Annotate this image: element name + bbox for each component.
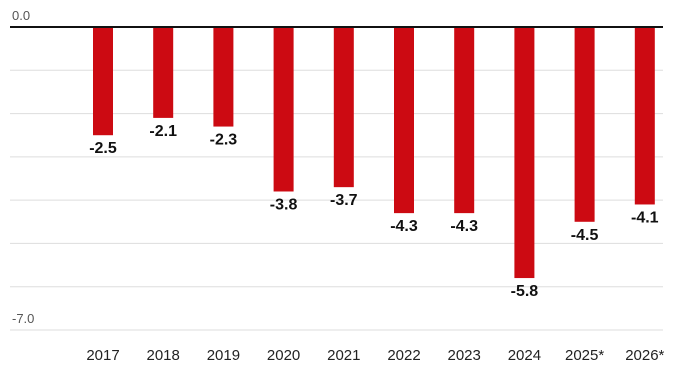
bar-2019 — [213, 27, 234, 127]
data-label-2020: -3.8 — [270, 196, 298, 213]
bar-2021 — [333, 27, 354, 188]
bar-2023 — [454, 27, 475, 214]
x-tick-label-2019: 2019 — [207, 347, 240, 364]
bar-2020 — [273, 27, 294, 192]
data-label-2019: -2.3 — [210, 132, 238, 149]
x-tick-label-2024: 2024 — [508, 347, 541, 364]
data-label-2018: -2.1 — [149, 123, 177, 140]
x-tick-label-2025*: 2025* — [565, 347, 604, 364]
bar-2025* — [574, 27, 595, 222]
data-label-2025*: -4.5 — [571, 227, 599, 244]
data-label-2024: -5.8 — [511, 283, 539, 300]
x-tick-labels: 2017 2018 2019 2020 2021 2022 2023 2024 2025* 202… — [86, 347, 664, 364]
x-tick-label-2023: 2023 — [448, 347, 481, 364]
bar-2024 — [514, 27, 535, 279]
data-label-2017: -2.5 — [89, 140, 117, 157]
y-tick-labels: 0.0 -7.0 — [12, 8, 34, 326]
bar-2026* — [634, 27, 655, 205]
y-tick-label-0: 0.0 — [12, 8, 30, 23]
data-label-2026*: -4.1 — [631, 209, 659, 226]
bar-2018 — [153, 27, 174, 118]
y-tick-label-1: -7.0 — [12, 311, 34, 326]
x-tick-label-2021: 2021 — [327, 347, 360, 364]
value-labels: -2.5 -2.1 -2.3 -3.8 -3.7 -4.3 -4.3 -5.8 -4.5 -4.1 — [89, 123, 658, 300]
data-label-2023: -4.3 — [450, 218, 478, 235]
bar-2017 — [93, 27, 113, 136]
data-label-2021: -3.7 — [330, 192, 358, 209]
x-tick-label-2018: 2018 — [147, 347, 180, 364]
bars — [93, 27, 655, 279]
x-tick-label-2022: 2022 — [387, 347, 420, 364]
x-tick-label-2020: 2020 — [267, 347, 300, 364]
x-tick-label-2017: 2017 — [86, 347, 119, 364]
data-label-2022: -4.3 — [390, 218, 418, 235]
x-tick-label-2026*: 2026* — [625, 347, 664, 364]
bar-2022 — [394, 27, 414, 214]
